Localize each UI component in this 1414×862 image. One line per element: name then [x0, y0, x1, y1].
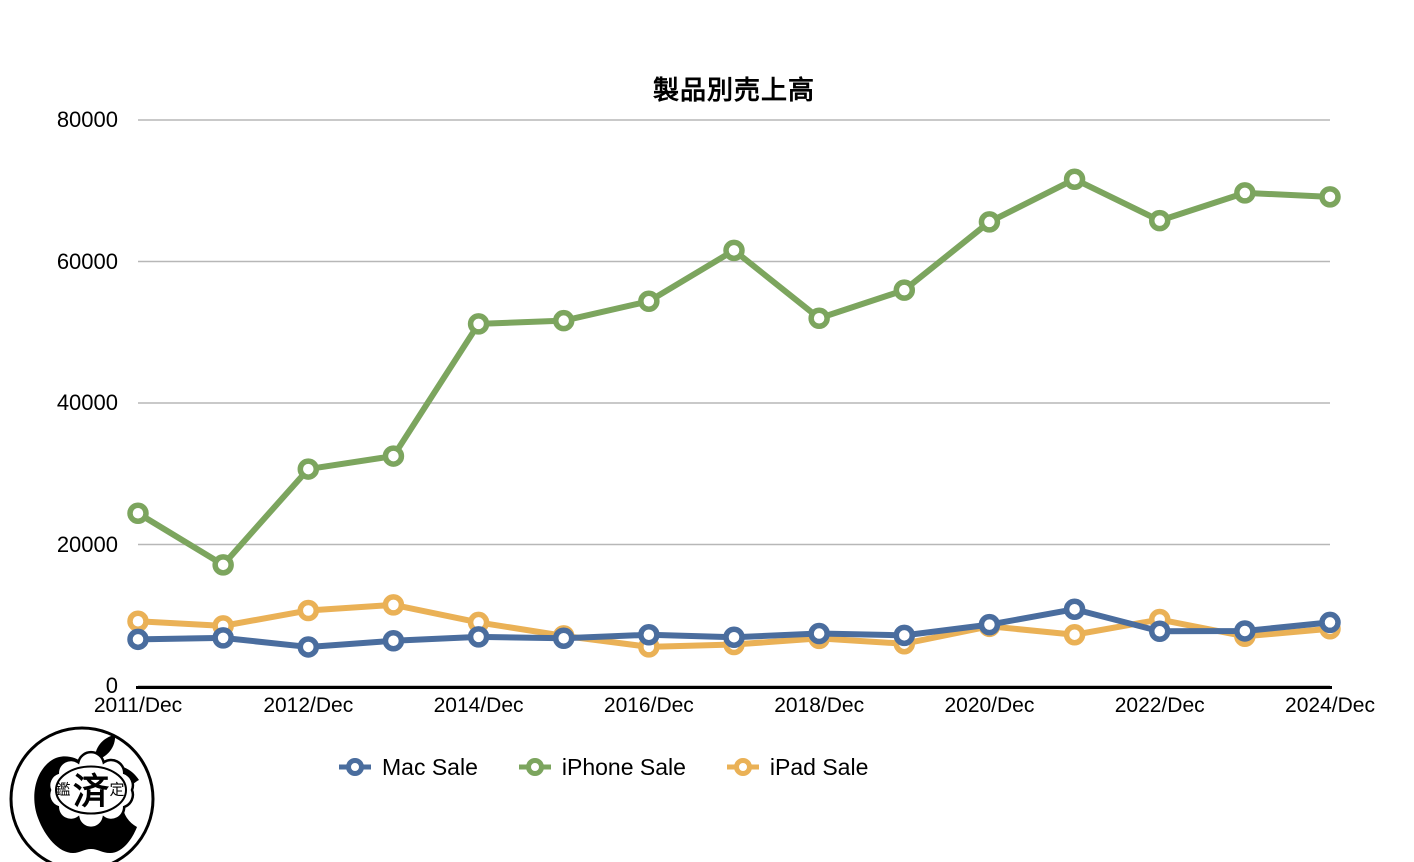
- data-point-marker: [467, 313, 490, 335]
- data-point-marker: [1319, 186, 1341, 208]
- data-point-marker: [638, 290, 660, 313]
- data-point-marker: [212, 554, 234, 576]
- x-tick-label: 2024/Dec: [1285, 694, 1375, 717]
- data-point-marker: [808, 622, 830, 645]
- data-point-marker: [638, 623, 660, 646]
- legend-marker-ring: [525, 758, 544, 776]
- x-tick-label: 2018/Dec: [774, 694, 865, 717]
- data-point-marker: [127, 610, 149, 632]
- data-point-marker: [467, 626, 490, 648]
- data-point-marker: [1234, 182, 1256, 204]
- data-point-marker: [382, 594, 405, 616]
- data-point-marker: [552, 309, 575, 332]
- series-mac-sale: [127, 598, 1341, 658]
- data-point-marker: [212, 627, 234, 649]
- x-tick-label: 2012/Dec: [263, 694, 354, 717]
- legend-marker-ipad-sale: [726, 758, 759, 776]
- y-tick-label: 80000: [56, 107, 118, 132]
- data-point-marker: [893, 279, 916, 301]
- legend-label: iPad Sale: [769, 754, 869, 780]
- legend-marker-mac-sale: [339, 758, 371, 776]
- chart-legend: Mac Sale iPhone Sale iPad Sale: [338, 750, 868, 784]
- data-point-marker: [1234, 620, 1256, 642]
- data-point-marker: [893, 624, 916, 647]
- legend-label: Mac Sale: [382, 754, 478, 780]
- data-point-marker: [382, 630, 405, 652]
- data-point-marker: [1063, 623, 1086, 646]
- data-point-marker: [297, 599, 320, 622]
- y-tick-label: 0: [105, 673, 118, 698]
- data-point-marker: [127, 502, 149, 524]
- legend-item-iphone-sale: iPhone Sale: [518, 750, 686, 784]
- x-tick-label: 2011/Dec: [93, 694, 183, 717]
- data-point-marker: [723, 239, 745, 262]
- stamp-inner-ring: [55, 765, 127, 815]
- x-tick-label: 2022/Dec: [1114, 694, 1205, 717]
- data-point-marker: [1063, 168, 1086, 190]
- data-point-marker: [978, 613, 1001, 636]
- y-tick-label: 60000: [56, 248, 118, 274]
- data-point-marker: [297, 636, 320, 658]
- x-tick-label: 2016/Dec: [603, 694, 694, 717]
- data-point-marker: [297, 458, 320, 480]
- data-point-marker: [723, 626, 745, 648]
- apple-stamp-logo: 鑑 済 定: [9, 726, 155, 862]
- legend-marker-ring: [346, 758, 364, 776]
- y-tick-label: 20000: [56, 531, 118, 557]
- gridlines: [138, 119, 1330, 687]
- legend-item-ipad-sale: iPad Sale: [726, 750, 868, 784]
- y-tick-label: 40000: [56, 390, 118, 415]
- stamp-text-right: 定: [109, 782, 124, 799]
- data-point-marker: [1063, 598, 1086, 620]
- legend-marker-ring: [733, 758, 752, 776]
- series-iphone-sale: [127, 168, 1341, 576]
- data-point-marker: [1319, 611, 1341, 634]
- chart-title: 製品別売上高: [652, 75, 815, 105]
- chart-series: [127, 168, 1341, 658]
- data-point-marker: [1148, 209, 1171, 232]
- series-line-iphone-sale: [135, 176, 1333, 568]
- stamp-text-left: 鑑: [55, 782, 70, 799]
- apple-leaf-icon: [94, 735, 116, 760]
- stamp-text-center: 済: [73, 771, 109, 812]
- data-point-marker: [978, 211, 1001, 233]
- data-point-marker: [808, 307, 830, 329]
- legend-label: iPhone Sale: [561, 754, 686, 780]
- legend-marker-iphone-sale: [518, 758, 551, 776]
- data-point-marker: [552, 627, 575, 650]
- data-point-marker: [1148, 620, 1171, 643]
- legend-item-mac-sale: Mac Sale: [338, 750, 478, 784]
- data-point-marker: [127, 628, 149, 651]
- data-point-marker: [382, 445, 405, 467]
- x-tick-label: 2014/Dec: [433, 694, 524, 717]
- x-tick-label: 2020/Dec: [944, 694, 1035, 717]
